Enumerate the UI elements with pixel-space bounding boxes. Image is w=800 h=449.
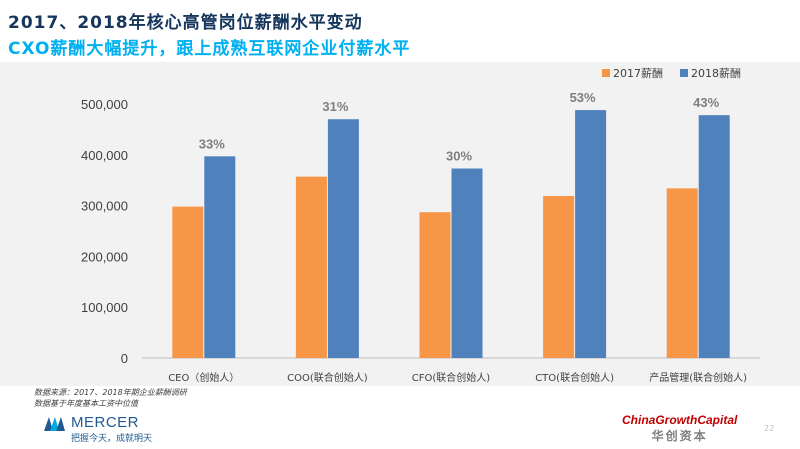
x-tick-label: CTO(联合创始人) — [535, 371, 614, 384]
growth-annotation: 43% — [693, 95, 719, 110]
bar-2017 — [543, 195, 575, 358]
mercer-slogan: 把握今天，成就明天 — [71, 434, 153, 444]
mercer-name: MERCER — [71, 414, 140, 431]
y-tick-label: 300,000 — [81, 199, 128, 214]
page-subtitle: CXO薪酬大幅提升，跟上成熟互联网企业付薪水平 — [8, 39, 411, 59]
legend-label-2017: 2017薪酬 — [613, 67, 663, 80]
x-tick-label: CEO（创始人） — [168, 371, 239, 384]
china-growth-capital-logo: ChinaGrowthCapital 华创资本 — [622, 413, 737, 444]
bar-2018 — [327, 119, 359, 358]
y-tick-label: 0 — [121, 351, 128, 366]
y-tick-label: 100,000 — [81, 300, 128, 315]
header: 2017、2018年核心高管岗位薪酬水平变动 CXO薪酬大幅提升，跟上成熟互联网… — [0, 0, 800, 62]
mercer-mark-icon — [44, 416, 65, 431]
y-tick-label: 500,000 — [81, 97, 128, 112]
bar-2017 — [295, 176, 327, 358]
cgc-english-name: ChinaGrowthCapital — [622, 413, 738, 427]
y-tick-label: 200,000 — [81, 249, 128, 264]
cgc-chinese-name: 华创资本 — [651, 429, 708, 443]
bar-2018 — [204, 156, 236, 358]
salary-bar-chart: 0 100,000 200,000 300,000 400,000 500,000 33% C… — [81, 67, 760, 384]
x-tick-label: 产品管理(联合创始人) — [649, 371, 747, 384]
chart-panel — [0, 62, 800, 386]
x-tick-label: COO(联合创始人) — [287, 371, 368, 384]
bar-2018 — [698, 115, 730, 358]
legend-swatch-2017 — [602, 69, 610, 77]
page-number: 22 — [764, 424, 775, 433]
growth-annotation: 30% — [446, 149, 472, 164]
growth-annotation: 31% — [322, 99, 348, 114]
mercer-logo: MERCER 把握今天，成就明天 — [44, 414, 152, 444]
bar-2018 — [451, 168, 483, 358]
data-source-note: 数据来源：2017、2018年期企业薪酬调研 数据基于年度基本工资中位值 — [34, 387, 187, 409]
growth-annotation: 33% — [199, 136, 225, 151]
x-tick-label: CFO(联合创始人) — [412, 371, 491, 384]
source-line-2: 数据基于年度基本工资中位值 — [34, 399, 138, 408]
source-line-1: 数据来源：2017、2018年期企业薪酬调研 — [34, 388, 187, 397]
bar-2017 — [419, 212, 451, 358]
growth-annotation: 53% — [570, 90, 596, 105]
bar-2017 — [172, 206, 204, 358]
legend-label-2018: 2018薪酬 — [691, 67, 741, 80]
page-title: 2017、2018年核心高管岗位薪酬水平变动 — [8, 13, 363, 33]
bar-2018 — [575, 110, 607, 358]
legend-swatch-2018 — [680, 69, 688, 77]
y-tick-label: 400,000 — [81, 148, 128, 163]
bar-2017 — [666, 188, 698, 358]
